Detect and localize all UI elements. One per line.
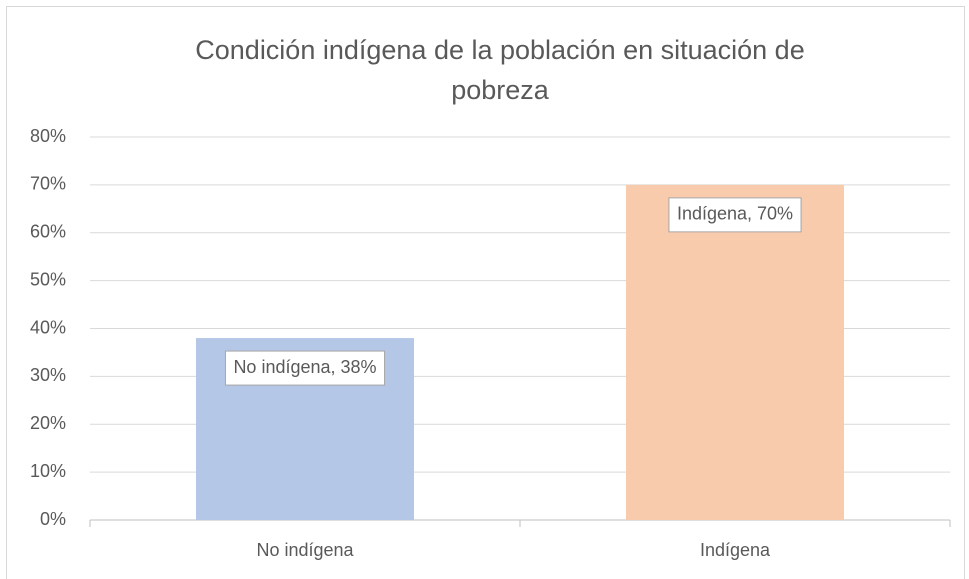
bar — [625, 184, 845, 520]
y-tick-label: 20% — [30, 413, 66, 433]
y-tick-label: 40% — [30, 317, 66, 337]
chart-title: Condición indígena de la población en si… — [195, 35, 805, 105]
x-tick-label: Indígena — [700, 540, 771, 560]
y-tick-label: 50% — [30, 269, 66, 289]
chart-border — [6, 6, 965, 579]
x-tick-label: No indígena — [256, 540, 354, 560]
data-label-box — [224, 350, 386, 386]
y-tick-label: 10% — [30, 461, 66, 481]
data-label: Indígena, 70% — [677, 204, 793, 224]
y-tick-label: 60% — [30, 222, 66, 242]
y-tick-label: 70% — [30, 174, 66, 194]
y-tick-label: 30% — [30, 365, 66, 385]
data-label: No indígena, 38% — [233, 357, 376, 377]
data-label-box — [668, 197, 802, 233]
y-tick-label: 80% — [30, 126, 66, 146]
y-tick-label: 0% — [40, 509, 66, 529]
